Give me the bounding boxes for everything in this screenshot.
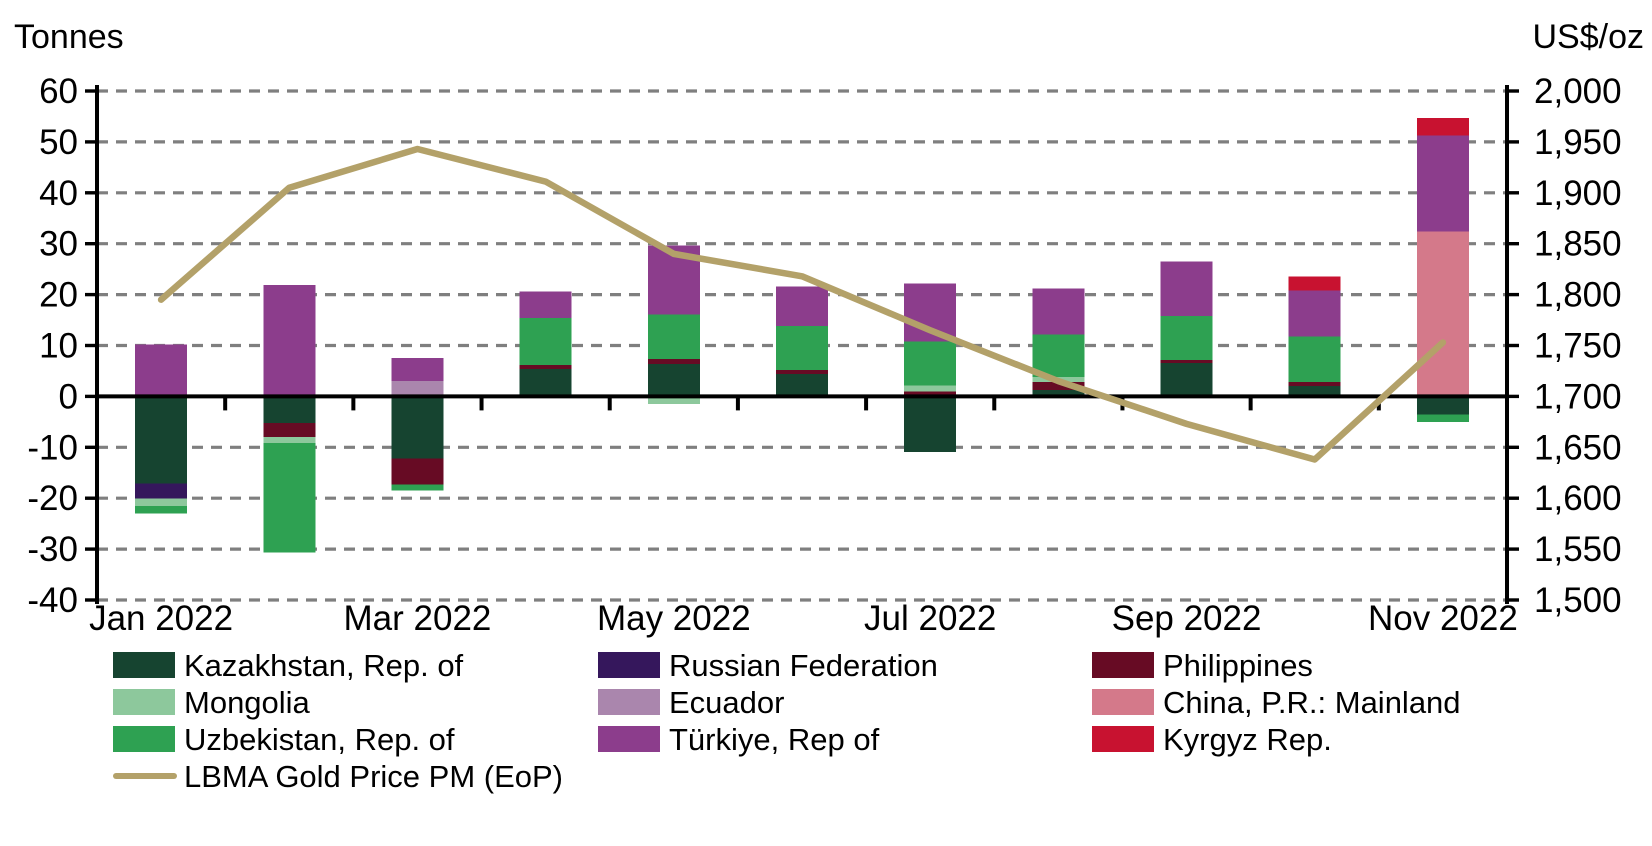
bar-segment-uzbekistan-rep-of-oct-2022 [1288,336,1341,383]
bar-segment-t-rkiye-rep-of-jan-2022 [135,344,188,397]
right-axis-tick-label: 1,850 [1534,225,1622,264]
bar-segment-uzbekistan-rep-of-apr-2022 [519,318,572,365]
bar-segment-t-rkiye-rep-of-jun-2022 [776,286,828,327]
bar-segment-kazakhstan-rep-of-aug-2022 [1032,389,1085,397]
bar-segment-mongolia-may-2022 [647,396,700,405]
bar-segment-uzbekistan-rep-of-mar-2022 [391,484,444,491]
right-axis-tick-label: 1,750 [1534,327,1622,366]
bar-segment-kazakhstan-rep-of-jul-2022 [904,396,957,452]
left-axis-tick-label: 0 [59,377,78,416]
bar-segment-uzbekistan-rep-of-nov-2022 [1416,414,1469,422]
left-axis-tick-label: 50 [39,123,78,162]
bar-segment-philippines-may-2022 [647,359,700,364]
bar-segment-uzbekistan-rep-of-feb-2022 [263,443,316,553]
bar-segment-kazakhstan-rep-of-apr-2022 [519,368,572,397]
bar-segment-uzbekistan-rep-of-may-2022 [647,314,700,360]
left-axis-title: Tonnes [14,18,124,56]
left-axis-tick-label: -40 [27,581,78,620]
bar-segment-uzbekistan-rep-of-aug-2022 [1032,334,1085,378]
left-axis-tick-label: 10 [39,327,78,366]
bar-segment-kazakhstan-rep-of-feb-2022 [263,396,316,423]
bar-segment-philippines-oct-2022 [1288,382,1341,387]
right-axis-tick-label: 2,000 [1534,72,1622,111]
bar-segment-china-p-r-mainland-nov-2022 [1416,231,1469,397]
bar-segment-mongolia-jul-2022 [904,385,957,392]
bar-segment-philippines-jun-2022 [776,369,828,375]
right-axis-tick-label: 1,550 [1534,530,1622,569]
bar-segment-kazakhstan-rep-of-sep-2022 [1160,362,1213,397]
left-axis-tick-label: 40 [39,174,78,213]
bar-segment-kyrgyz-rep-nov-2022 [1416,117,1469,136]
bar-segment-philippines-aug-2022 [1032,382,1085,390]
bar-segment-philippines-mar-2022 [391,458,444,485]
axes [85,85,1519,604]
bar-segment-kazakhstan-rep-of-oct-2022 [1288,386,1341,397]
bar-segment-kyrgyz-rep-oct-2022 [1288,276,1341,291]
bar-segment-mongolia-feb-2022 [263,437,316,444]
bar-segment-kazakhstan-rep-of-may-2022 [647,363,700,397]
bar-segment-kazakhstan-rep-of-mar-2022 [391,396,444,459]
axis-labels: 60 50 40 30 20 10 0 -10 -20 -30 -40 2,000 1,950 1,900… [27,72,1621,638]
bar-segment-uzbekistan-rep-of-jul-2022 [904,341,957,386]
bar-segment-t-rkiye-rep-of-apr-2022 [519,291,572,319]
x-axis-tick-label: Nov 2022 [1368,599,1518,638]
bar-segment-ecuador-mar-2022 [391,381,444,397]
right-axis-tick-label: 1,900 [1534,174,1622,213]
x-axis-tick-label: Mar 2022 [344,599,492,638]
bar-segment-mongolia-jan-2022 [135,498,188,506]
right-axis-tick-label: 1,950 [1534,123,1622,162]
bar-segment-kazakhstan-rep-of-jun-2022 [776,374,828,397]
right-axis-tick-label: 1,650 [1534,428,1622,467]
bar-segment-t-rkiye-rep-of-feb-2022 [263,284,316,397]
bar-segment-philippines-jul-2022 [904,391,957,397]
bar-segment-uzbekistan-rep-of-jan-2022 [135,505,188,514]
bar-segment-uzbekistan-rep-of-jun-2022 [776,326,828,370]
bar-segment-t-rkiye-rep-of-nov-2022 [1416,135,1469,232]
left-axis-tick-label: -10 [27,428,78,467]
bar-segment-t-rkiye-rep-of-aug-2022 [1032,288,1085,335]
left-axis-tick-label: -30 [27,530,78,569]
right-axis-title: US$/oz [1532,18,1645,56]
right-axis-tick-label: 1,800 [1534,276,1622,315]
bar-segment-t-rkiye-rep-of-mar-2022 [391,358,444,382]
x-axis-tick-label: Sep 2022 [1112,599,1262,638]
bars [135,117,1469,553]
bar-segment-russian-federation-jan-2022 [135,483,188,499]
lbma-gold-price-line [157,145,1447,463]
bar-segment-philippines-feb-2022 [263,422,316,438]
bar-segment-uzbekistan-rep-of-sep-2022 [1160,315,1213,360]
right-axis-tick-label: 1,500 [1534,581,1622,620]
left-axis-tick-label: 60 [39,72,78,111]
bar-segment-kazakhstan-rep-of-jan-2022 [135,396,188,484]
bar-segment-t-rkiye-rep-of-oct-2022 [1288,290,1341,337]
right-axis-tick-label: 1,700 [1534,377,1622,416]
left-axis-tick-label: -20 [27,479,78,518]
x-axis-tick-label: Jan 2022 [89,599,233,638]
left-axis-tick-label: 30 [39,225,78,264]
bar-segment-philippines-apr-2022 [519,364,572,369]
bar-segment-t-rkiye-rep-of-sep-2022 [1160,261,1213,316]
right-axis-tick-label: 1,600 [1534,479,1622,518]
x-axis-tick-label: May 2022 [597,599,751,638]
line-series [157,145,1447,463]
bar-segment-philippines-sep-2022 [1160,359,1213,363]
left-axis-tick-label: 20 [39,276,78,315]
x-axis-tick-label: Jul 2022 [864,599,996,638]
bar-segment-kazakhstan-rep-of-nov-2022 [1416,396,1469,415]
